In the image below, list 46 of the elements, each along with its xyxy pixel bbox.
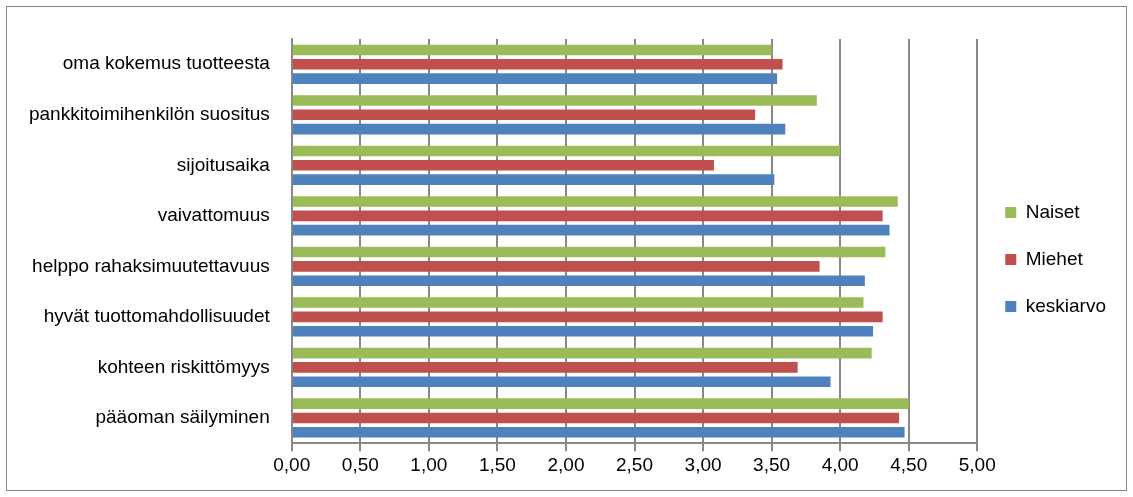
bar [292,311,883,323]
bar [292,123,786,135]
bar [292,210,883,222]
y-tick-label: hyvät tuottomahdollisuudet [43,305,271,327]
bar [292,347,872,359]
y-tick-label: kohteen riskittömyys [97,355,270,377]
y-tick-label: oma kokemus tuotteesta [62,52,271,74]
legend-label: Naiset [1025,200,1081,222]
bar [292,109,756,121]
legend-label: keskiarvo [1025,294,1106,316]
bar [292,398,909,409]
y-tick-label: pankkitoimihenkilön suositus [28,103,270,125]
x-tick-label: 2,00 [547,453,585,475]
y-tick-label: pääoman säilyminen [95,406,270,428]
bar [292,275,865,286]
bar [292,145,841,157]
bar [292,261,820,272]
x-tick-label: 1,00 [410,453,448,475]
bar [292,325,874,337]
bar [292,196,898,207]
x-tick-label: 0,00 [273,453,311,475]
bar [292,174,775,185]
bar [292,224,890,236]
bar [292,246,886,258]
y-tick-label: vaivattomuus [157,204,270,226]
y-tick-label: sijoitusaika [176,153,271,175]
x-tick-label: 4,50 [890,453,928,475]
bar [292,297,864,308]
legend-label: Miehet [1025,247,1084,269]
bar [292,44,772,56]
bar [292,95,817,106]
bar [292,73,778,84]
bar [292,58,783,70]
x-tick-label: 4,00 [821,453,859,475]
bar [292,362,798,373]
x-tick-label: 2,50 [616,453,653,475]
y-tick-label: helppo rahaksimuutettavuus [32,254,270,276]
bar [292,160,715,171]
x-tick-label: 5,00 [958,453,996,475]
x-tick-label: 1,50 [478,453,516,475]
x-tick-label: 3,50 [753,453,791,475]
bar [292,412,900,424]
x-tick-label: 3,00 [684,453,722,475]
bar [292,376,831,388]
x-tick-label: 0,50 [341,453,379,475]
bar [292,426,905,438]
